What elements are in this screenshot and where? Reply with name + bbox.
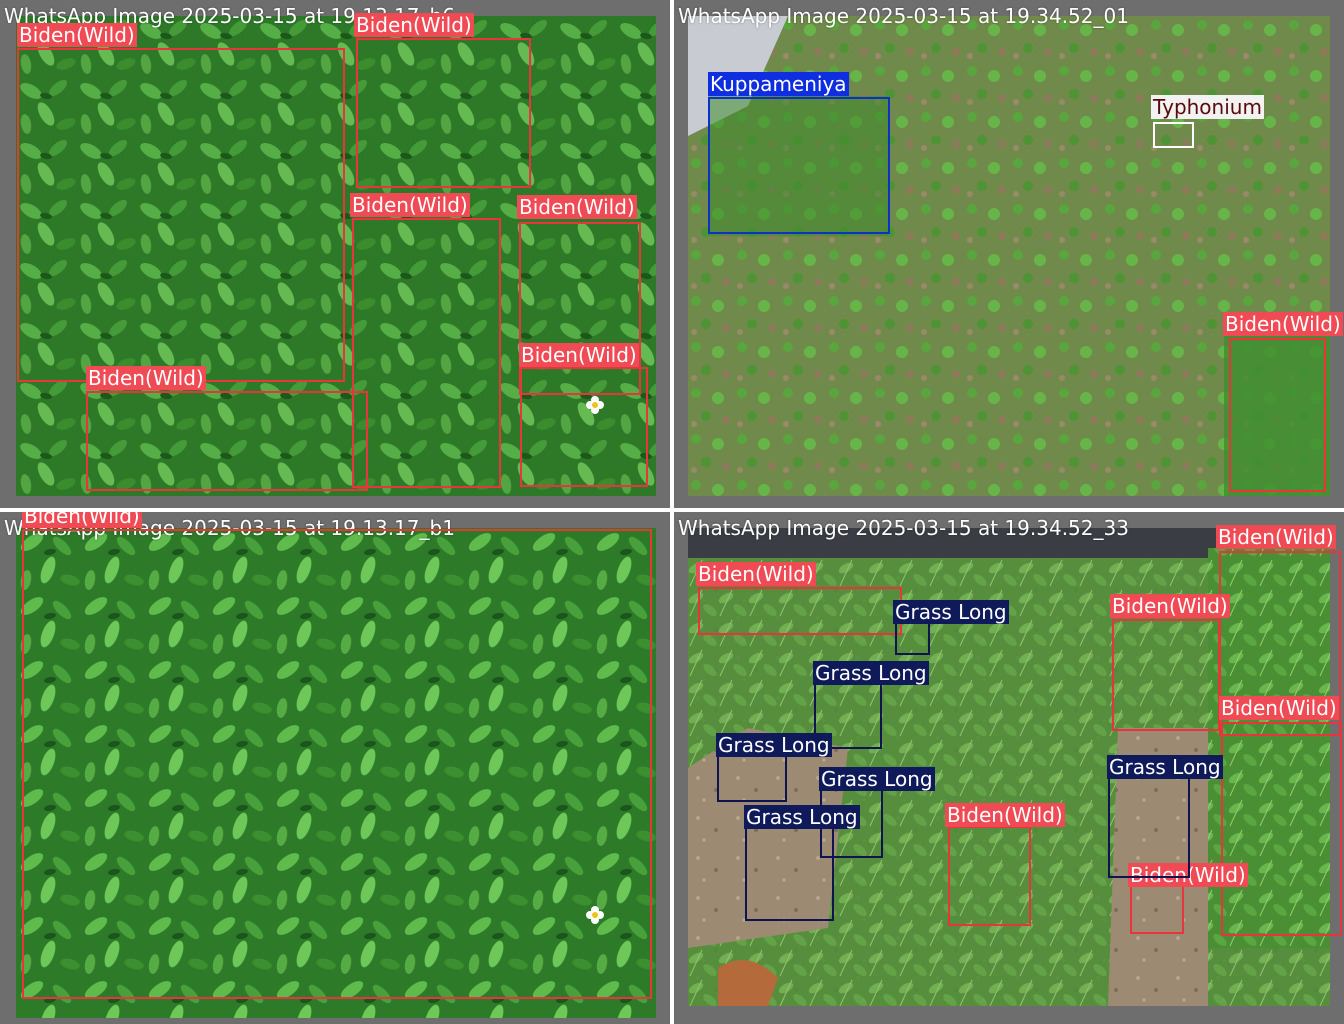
- detection-label: Biden(Wild): [1110, 594, 1230, 618]
- mosaic-panel-top-left: WhatsApp Image 2025-03-15 at 19.13.17_b6…: [0, 0, 670, 508]
- detection-label: Biden(Wild): [354, 13, 474, 37]
- detection-label: Kuppameniya: [708, 72, 849, 96]
- detection-label: Biden(Wild): [1219, 696, 1339, 720]
- detection-box-biden[interactable]: [1130, 884, 1184, 934]
- detection-box-biden[interactable]: [22, 529, 652, 999]
- dense-foliage-image: [16, 16, 656, 496]
- detection-box-biden[interactable]: [520, 367, 648, 487]
- detection-box-biden[interactable]: [86, 391, 368, 491]
- detection-label: Grass Long: [819, 767, 935, 791]
- image-filename: WhatsApp Image 2025-03-15 at 19.34.52_01: [678, 4, 1129, 28]
- mosaic-panel-bottom-right: WhatsApp Image 2025-03-15 at 19.34.52_33…: [674, 512, 1344, 1024]
- detection-label: Biden(Wild): [17, 23, 137, 47]
- image-filename: WhatsApp Image 2025-03-15 at 19.34.52_33: [678, 516, 1129, 540]
- detection-box-biden[interactable]: [356, 38, 531, 188]
- detection-box-biden[interactable]: [17, 48, 345, 382]
- detection-box-biden[interactable]: [1229, 338, 1326, 492]
- detection-box-typhonium[interactable]: [1153, 122, 1194, 148]
- detection-label: Typhonium: [1151, 95, 1264, 119]
- detection-box-biden[interactable]: [1112, 619, 1220, 731]
- detection-label: Biden(Wild): [696, 562, 816, 586]
- white-flower-icon: [586, 906, 604, 924]
- mosaic-panel-bottom-left: WhatsApp Image 2025-03-15 at 19.13.17_b1…: [0, 512, 670, 1024]
- detection-label: Biden(Wild): [1216, 525, 1336, 549]
- detection-label: Biden(Wild): [22, 512, 142, 528]
- detection-label: Grass Long: [744, 805, 860, 829]
- detection-label: Biden(Wild): [1223, 312, 1343, 336]
- leaf-photo-1: [16, 16, 656, 496]
- detection-box-biden[interactable]: [948, 826, 1031, 926]
- detection-box-kuppameniya[interactable]: [708, 97, 890, 234]
- detection-label: Biden(Wild): [517, 195, 637, 219]
- detection-label: Grass Long: [716, 733, 832, 757]
- detection-label: Grass Long: [813, 661, 929, 685]
- detection-box-biden[interactable]: [1221, 722, 1342, 936]
- detection-label: Grass Long: [1107, 755, 1223, 779]
- detection-box-biden[interactable]: [352, 218, 501, 488]
- detection-label: Biden(Wild): [1128, 863, 1248, 887]
- detection-label: Grass Long: [893, 600, 1009, 624]
- detection-box-biden[interactable]: [1219, 551, 1341, 736]
- white-flower-icon: [586, 396, 604, 414]
- detection-box-grass-long[interactable]: [1108, 768, 1190, 878]
- leaf-photo-2: [16, 528, 656, 1018]
- detection-box-grass-long[interactable]: [745, 827, 834, 921]
- detection-box-biden[interactable]: [519, 222, 641, 395]
- detection-box-biden[interactable]: [698, 587, 902, 635]
- detection-label: Biden(Wild): [945, 803, 1065, 827]
- detection-label: Biden(Wild): [86, 366, 206, 390]
- detection-label: Biden(Wild): [519, 343, 639, 367]
- dense-foliage-image: [16, 528, 656, 1018]
- mosaic-panel-top-right: WhatsApp Image 2025-03-15 at 19.34.52_01…: [674, 0, 1344, 508]
- detection-label: Biden(Wild): [350, 193, 470, 217]
